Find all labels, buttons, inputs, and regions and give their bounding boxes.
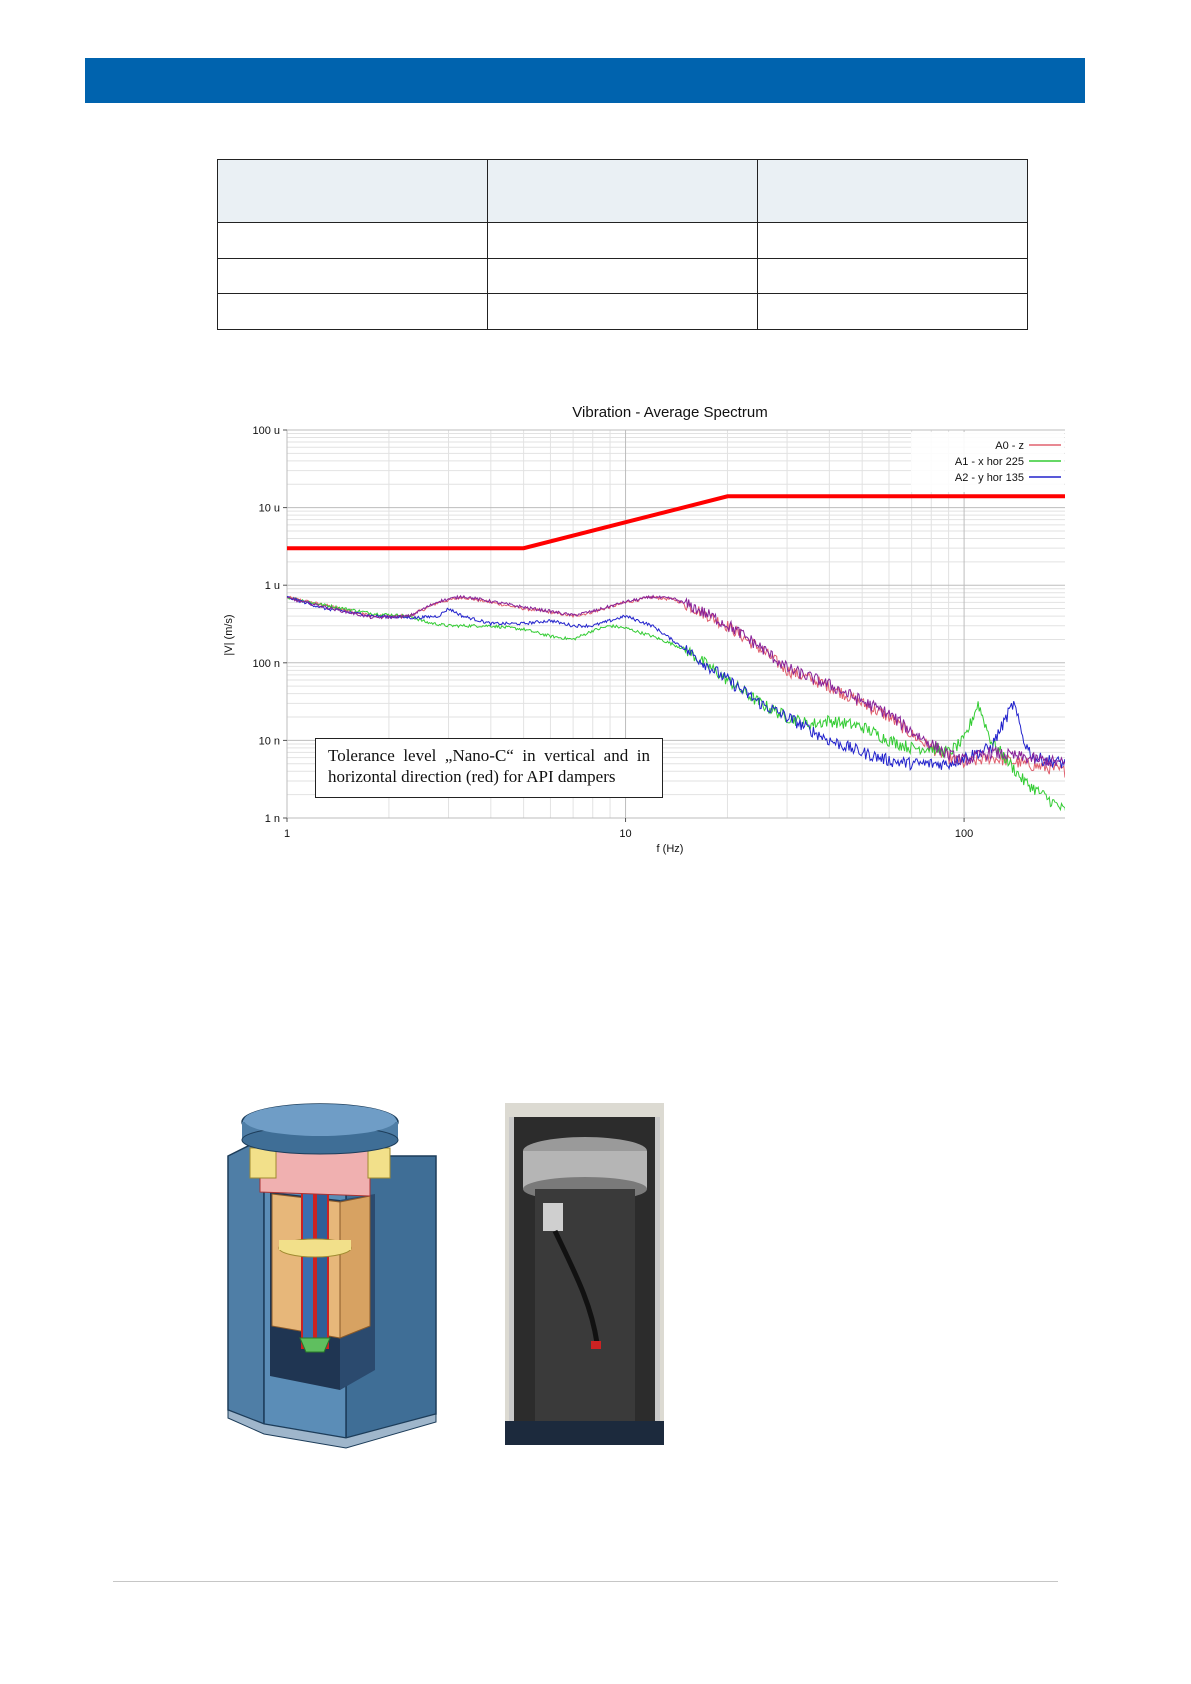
legend-label: A0 - z (995, 440, 1024, 452)
tolerance-annotation: Tolerance level „Nano-C“ in vertical and… (315, 738, 663, 798)
x-tick-label: 100 (955, 828, 973, 840)
table-cell (217, 293, 488, 330)
table-row (217, 293, 1028, 330)
x-tick-label: 10 (619, 828, 631, 840)
chart-legend: A0 - z A1 - x hor 225 A2 - y hor 135 (911, 432, 1064, 492)
table-cell (757, 222, 1028, 259)
spec-table (217, 159, 1028, 330)
legend-label: A2 - y hor 135 (955, 472, 1024, 484)
x-axis-label: f (Hz) (657, 843, 684, 855)
chart-title: Vibration - Average Spectrum (572, 404, 767, 421)
footer-divider (113, 1581, 1058, 1582)
table-row (217, 222, 1028, 259)
annotation-line: Tolerance level „Nano-C“ in vertical and… (328, 746, 650, 765)
table-header-row (217, 159, 1028, 223)
y-tick-label: 10 u (259, 503, 280, 515)
legend-label: A1 - x hor 225 (955, 456, 1024, 468)
table-row (217, 257, 1028, 295)
table-header-cell (757, 159, 1028, 223)
y-tick-label: 1 n (265, 813, 280, 825)
header-bar (85, 58, 1085, 103)
table-cell (487, 222, 758, 259)
annotation-line: horizontal direction (red) for API dampe… (328, 767, 616, 786)
series-line (286, 594, 1065, 767)
x-tick-label: 1 (284, 828, 290, 840)
y-axis-label: |V| (m/s) (223, 614, 235, 655)
y-tick-label: 100 n (252, 658, 280, 670)
table-cell (217, 222, 488, 259)
y-tick-label: 100 u (252, 425, 280, 437)
y-tick-label: 1 u (265, 580, 280, 592)
table-cell (757, 257, 1028, 295)
table-cell (487, 293, 758, 330)
table-cell (757, 293, 1028, 330)
series-line (286, 595, 1065, 771)
damper-cutaway-illustration (227, 1103, 437, 1449)
table-cell (487, 257, 758, 295)
legend-box (911, 432, 1064, 492)
table-header-cell (217, 159, 488, 223)
table-header-cell (487, 159, 758, 223)
damper-photo (505, 1103, 664, 1445)
table-cell (217, 257, 488, 295)
tolerance-line (287, 494, 1065, 551)
y-tick-label: 10 n (259, 735, 280, 747)
